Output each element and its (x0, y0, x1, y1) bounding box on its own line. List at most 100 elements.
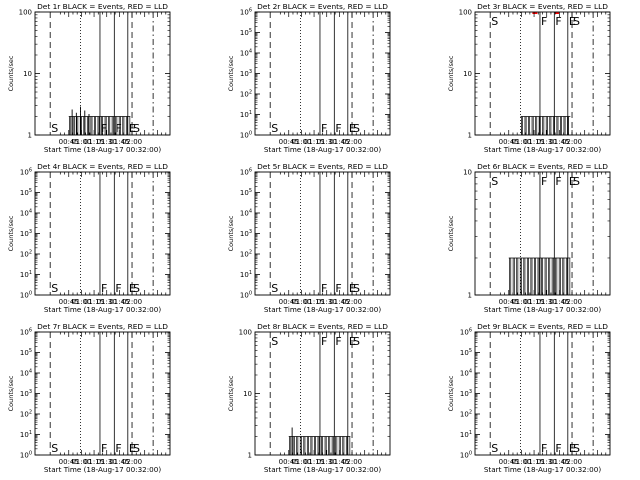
y-tick-label: 10 (463, 169, 472, 177)
x-tick-label: 01:15 (84, 458, 104, 466)
x-axis-label: Start Time (18-Aug-17 00:32:00) (264, 465, 381, 474)
x-tick-label: 00:45 (499, 298, 519, 306)
y-tick-label: 104 (20, 209, 32, 218)
marker-letter-f: F (101, 442, 107, 455)
x-tick-label: 00:45 (499, 458, 519, 466)
marker-letter-f: F (321, 335, 327, 348)
chart-title: Det 7r BLACK = Events, RED = LLD (37, 322, 168, 331)
marker-letter-s: S (271, 335, 278, 348)
x-tick-label: 02:00 (122, 458, 142, 466)
y-tick-label: 104 (20, 369, 32, 378)
y-axis-label: Counts/sec (227, 215, 235, 251)
chart-title: Det 1r BLACK = Events, RED = LLD (37, 2, 168, 11)
marker-letter-s: S (133, 442, 140, 455)
x-axis-label: Start Time (18-Aug-17 00:32:00) (264, 305, 381, 314)
y-tick-label: 105 (240, 28, 252, 37)
chart-title: Det 2r BLACK = Events, RED = LLD (257, 2, 388, 11)
chart-title: Det 6r BLACK = Events, RED = LLD (477, 162, 608, 171)
y-tick-label: 10 (23, 70, 32, 78)
y-tick-label: 1 (468, 292, 472, 300)
plot-frame (34, 331, 171, 456)
y-tick-label: 100 (20, 291, 32, 300)
marker-letter-e: E (349, 122, 356, 135)
chart-panel: Det 8r BLACK = Events, RED = LLD 1 10 100 00… (227, 322, 391, 474)
x-tick-label: 01:30 (97, 138, 117, 146)
x-tick-label: 01:00 (511, 458, 531, 466)
marker-letter-f: F (335, 335, 341, 348)
marker-letter-f: F (115, 282, 121, 295)
chart-panel: Det 7r BLACK = Events, RED = LLD 100 101 10… (7, 322, 171, 474)
x-axis-label: Start Time (18-Aug-17 00:32:00) (484, 305, 601, 314)
y-tick-label: 105 (240, 188, 252, 197)
marker-letter-f: F (115, 122, 121, 135)
x-tick-label: 01:30 (97, 458, 117, 466)
y-tick-label: 102 (240, 90, 252, 99)
x-tick-label: 02:00 (122, 138, 142, 146)
y-tick-label: 102 (20, 410, 32, 419)
y-tick-label: 100 (240, 291, 252, 300)
marker-letter-s: S (353, 282, 360, 295)
x-tick-label: 01:45 (329, 298, 349, 306)
y-tick-label: 102 (460, 410, 472, 419)
y-axis-label: Counts/sec (227, 375, 235, 411)
x-tick-label: 01:45 (109, 298, 129, 306)
marker-letter-f: F (541, 442, 547, 455)
plot-frame (254, 11, 391, 136)
x-tick-label: 00:45 (499, 138, 519, 146)
marker-letter-s: S (133, 282, 140, 295)
x-tick-label: 01:15 (304, 138, 324, 146)
y-tick-label: 106 (460, 328, 472, 337)
marker-letter-s: S (353, 335, 360, 348)
marker-letter-f: F (541, 15, 547, 28)
y-axis-label: Counts/sec (7, 375, 15, 411)
x-tick-label: 01:00 (291, 458, 311, 466)
x-tick-label: 00:45 (59, 458, 79, 466)
marker-letter-e: E (129, 442, 136, 455)
y-tick-label: 100 (240, 131, 252, 140)
marker-letter-s: S (51, 442, 58, 455)
x-tick-label: 02:00 (342, 298, 362, 306)
x-tick-label: 00:45 (279, 298, 299, 306)
marker-letter-f: F (321, 122, 327, 135)
marker-letter-e: E (129, 282, 136, 295)
chart-panel: Det 3r BLACK = Events, RED = LLD 1 10 100 00… (447, 2, 611, 154)
x-axis-label: Start Time (18-Aug-17 00:32:00) (44, 305, 161, 314)
x-tick-label: 02:00 (562, 138, 582, 146)
marker-letter-s: S (491, 15, 498, 28)
y-tick-label: 100 (459, 9, 472, 17)
y-tick-label: 100 (460, 451, 472, 460)
x-tick-label: 01:45 (109, 138, 129, 146)
y-tick-label: 102 (20, 250, 32, 259)
y-tick-label: 106 (20, 168, 32, 177)
y-tick-label: 103 (240, 69, 252, 78)
marker-letter-s: S (133, 122, 140, 135)
marker-letter-s: S (491, 442, 498, 455)
x-axis-label: Start Time (18-Aug-17 00:32:00) (484, 145, 601, 154)
y-tick-label: 106 (20, 328, 32, 337)
x-tick-label: 01:30 (537, 298, 557, 306)
marker-letter-e: E (569, 175, 576, 188)
x-tick-label: 01:45 (549, 138, 569, 146)
marker-letter-s: S (573, 175, 580, 188)
y-tick-label: 104 (240, 49, 252, 58)
y-tick-label: 101 (240, 110, 252, 119)
y-tick-label: 101 (20, 270, 32, 279)
chart-panel: Det 9r BLACK = Events, RED = LLD 100 101 10… (447, 322, 611, 474)
x-tick-label: 00:45 (279, 138, 299, 146)
plot-frame (474, 331, 611, 456)
x-tick-label: 02:00 (342, 138, 362, 146)
x-tick-label: 01:15 (84, 138, 104, 146)
x-tick-label: 01:00 (291, 138, 311, 146)
plot-frame (34, 171, 171, 296)
x-tick-label: 01:30 (317, 298, 337, 306)
chart-panel: Det 4r BLACK = Events, RED = LLD 100 101 10… (7, 162, 171, 314)
x-axis-label: Start Time (18-Aug-17 00:32:00) (44, 145, 161, 154)
chart-title: Det 8r BLACK = Events, RED = LLD (257, 322, 388, 331)
x-tick-label: 01:45 (329, 458, 349, 466)
marker-letter-e: E (569, 442, 576, 455)
y-tick-label: 10 (463, 70, 472, 78)
x-tick-label: 01:30 (537, 138, 557, 146)
chart-panel: Det 6r BLACK = Events, RED = LLD 1 10 00:45… (447, 162, 611, 314)
marker-letter-f: F (321, 282, 327, 295)
marker-letter-s: S (271, 282, 278, 295)
